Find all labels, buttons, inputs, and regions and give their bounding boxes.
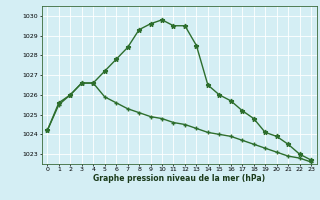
X-axis label: Graphe pression niveau de la mer (hPa): Graphe pression niveau de la mer (hPa) — [93, 174, 265, 183]
